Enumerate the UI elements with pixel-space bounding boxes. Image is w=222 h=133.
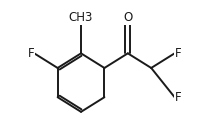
Text: F: F [28,47,34,60]
Text: O: O [123,11,133,24]
Text: CH3: CH3 [69,11,93,24]
Text: F: F [175,47,181,60]
Text: F: F [175,91,181,104]
